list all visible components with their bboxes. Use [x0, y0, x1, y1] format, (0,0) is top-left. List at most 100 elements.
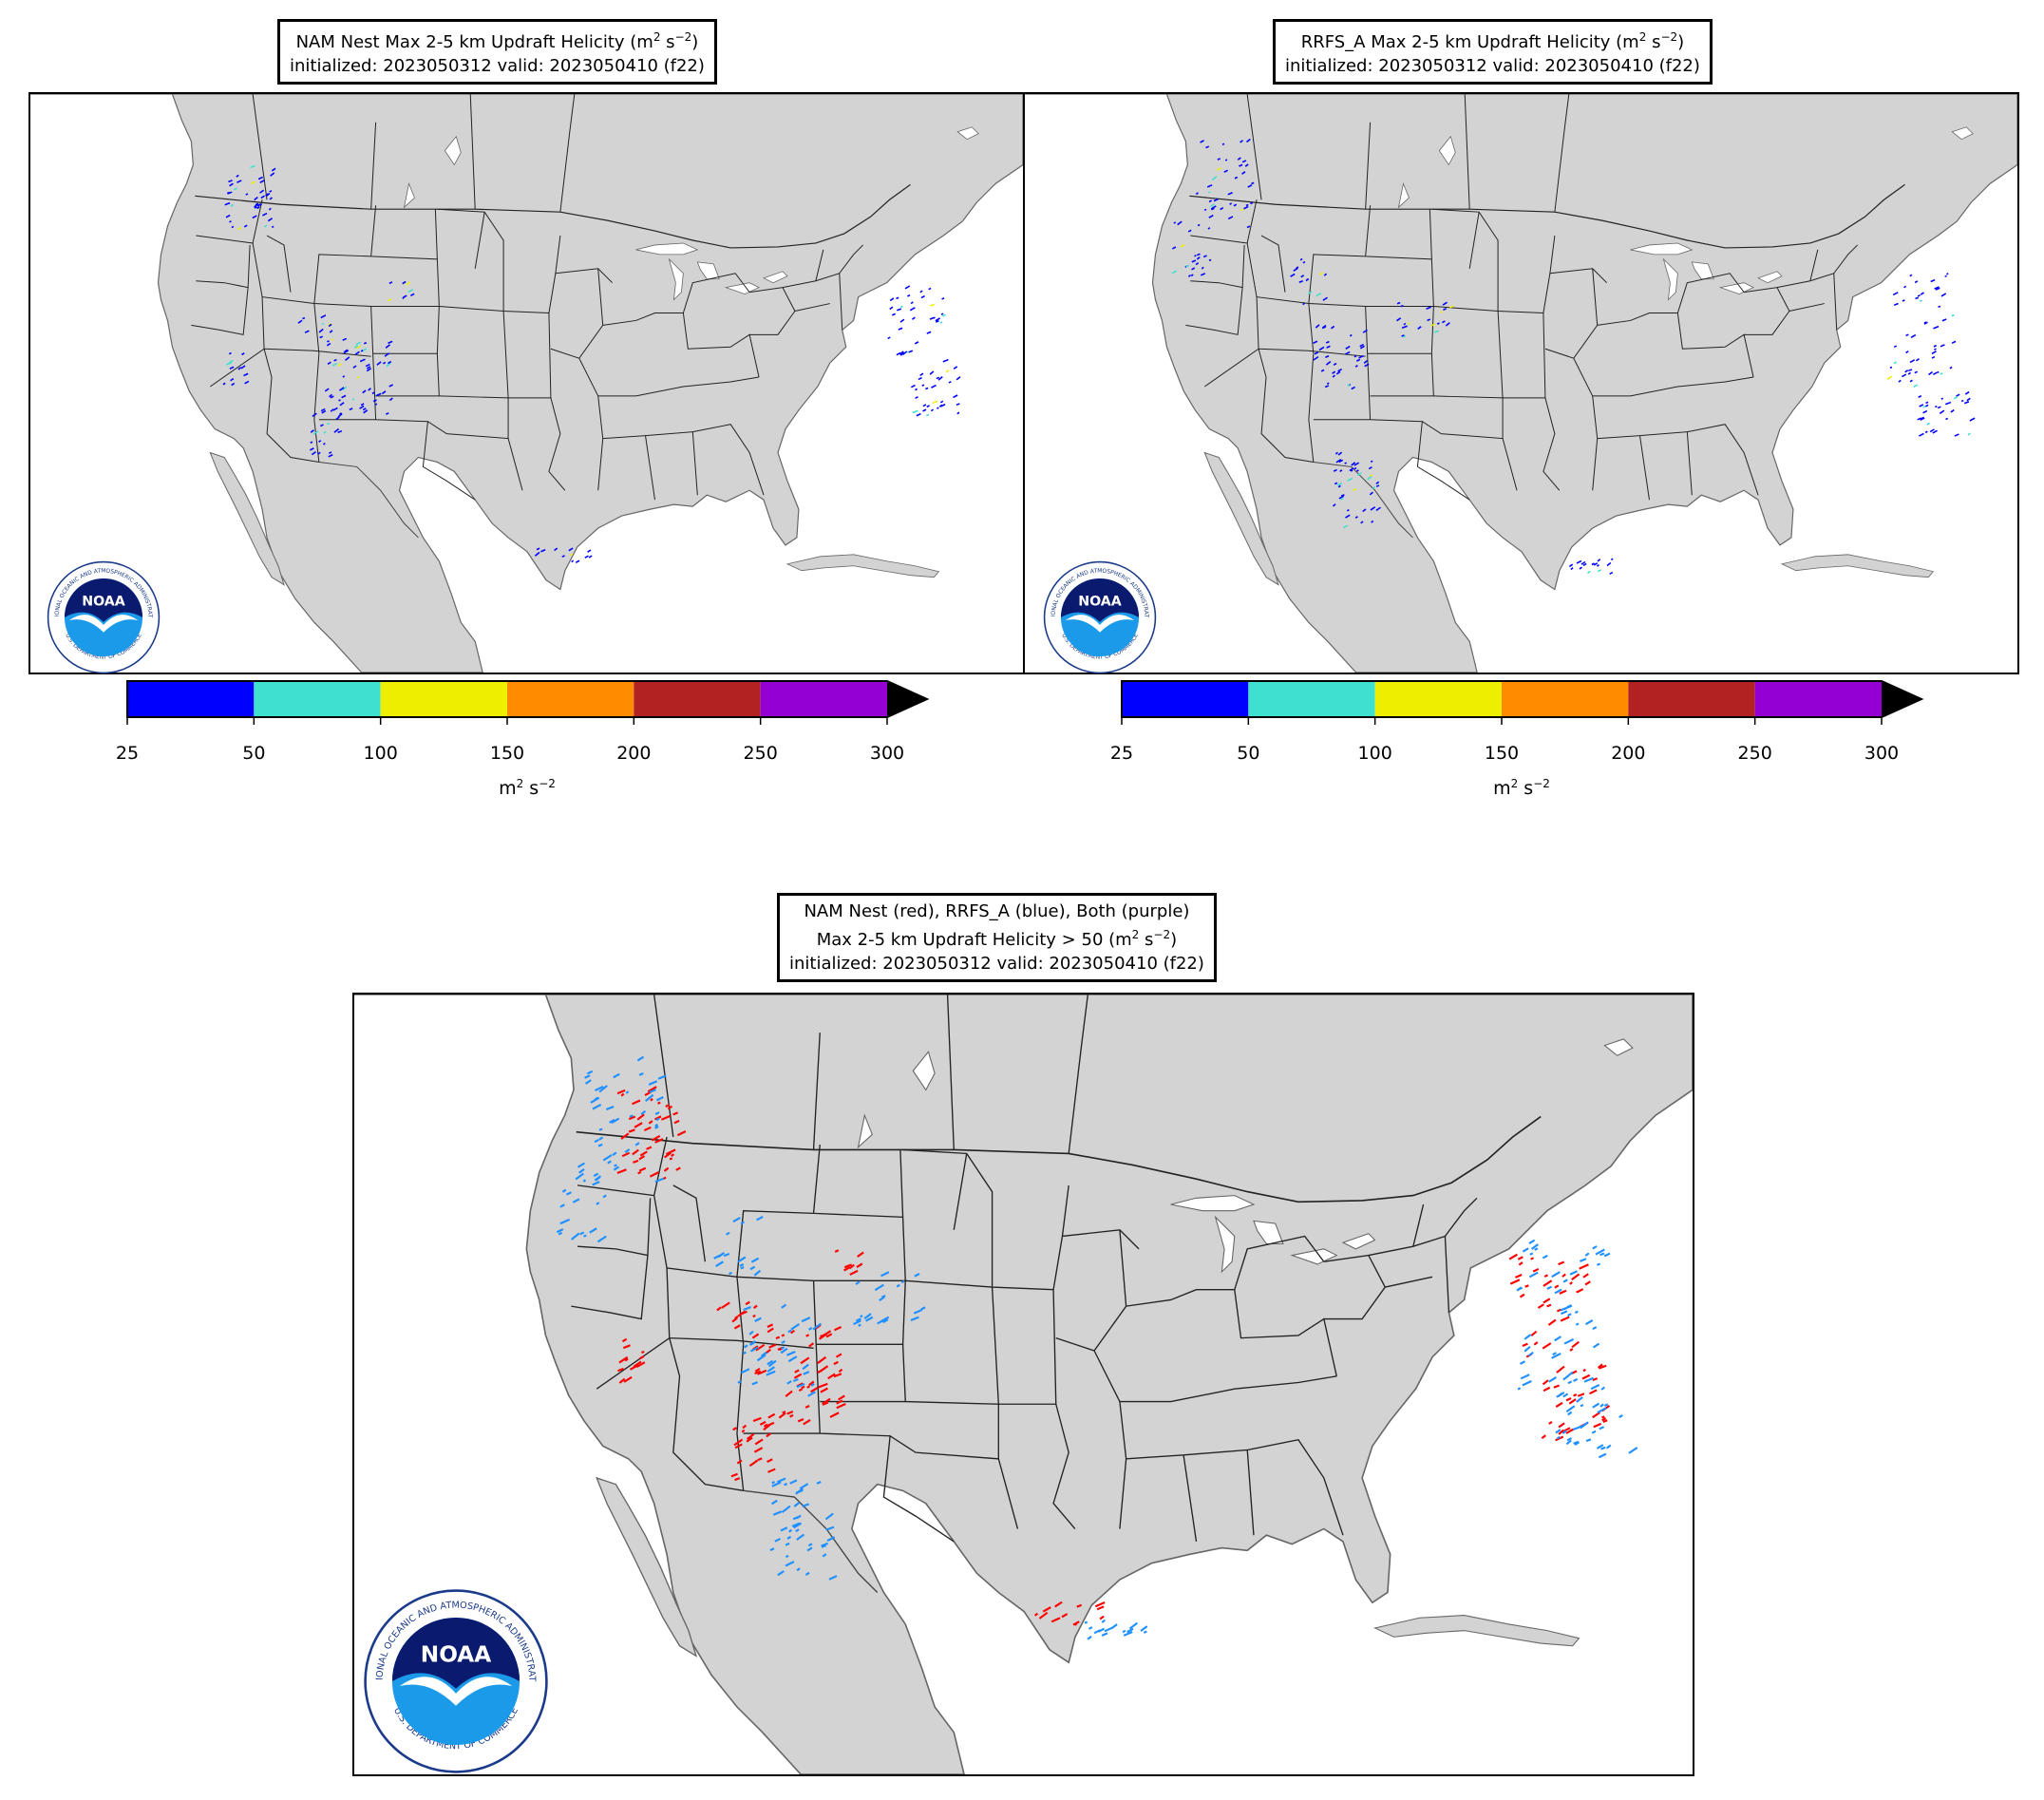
helicity-swath — [332, 407, 338, 411]
helicity-swath — [328, 323, 332, 328]
helicity-swath — [794, 1369, 800, 1374]
colorbar-tick-label: 200 — [616, 743, 652, 764]
state-borders — [1190, 199, 1258, 289]
state-borders — [1385, 1197, 1478, 1288]
helicity-swath — [640, 1109, 647, 1115]
helicity-swath — [265, 193, 270, 197]
helicity-swath — [1227, 216, 1234, 220]
helicity-swath — [1243, 205, 1249, 210]
helicity-swath — [1349, 467, 1354, 472]
helicity-swath — [1171, 270, 1177, 275]
state-borders — [1323, 1235, 1450, 1320]
helicity-swath — [1519, 1293, 1525, 1298]
baja-land — [596, 1476, 698, 1658]
helicity-swath — [259, 189, 265, 194]
combined-title-line2: Max 2-5 km Updraft Helicity > 50 (m — [816, 930, 1132, 950]
helicity-swath — [629, 1114, 634, 1118]
helicity-swath — [226, 362, 233, 366]
province-borders — [1246, 94, 1570, 213]
helicity-swath — [1932, 371, 1938, 375]
helicity-swath — [770, 1499, 778, 1506]
helicity-swath — [592, 1181, 600, 1186]
helicity-swath — [1964, 390, 1970, 395]
helicity-swath — [746, 1436, 753, 1443]
helicity-swath — [1371, 520, 1374, 523]
colorbar-tick-label: 150 — [489, 743, 525, 764]
helicity-swath — [1589, 1389, 1598, 1395]
helicity-swath — [1932, 429, 1938, 434]
helicity-swath — [741, 1429, 746, 1433]
helicity-swath — [941, 297, 945, 300]
helicity-swath — [1370, 474, 1373, 477]
helicity-swath — [1094, 1601, 1106, 1608]
helicity-swath — [1522, 1342, 1528, 1347]
helicity-swath — [1969, 417, 1976, 422]
helicity-swath — [318, 440, 322, 443]
helicity-swath — [1628, 1447, 1638, 1454]
helicity-swath — [734, 1443, 743, 1449]
helicity-swath — [740, 1221, 745, 1225]
helicity-swath — [874, 1283, 884, 1292]
helicity-swath — [582, 1179, 587, 1183]
helicity-swath — [1580, 1404, 1584, 1408]
helicity-swath — [353, 345, 359, 349]
helicity-swath — [785, 1542, 790, 1546]
helicity-swath — [270, 172, 275, 177]
helicity-swath — [231, 225, 235, 229]
helicity-swath — [312, 412, 317, 418]
helicity-swath — [1941, 318, 1947, 322]
helicity-swath — [1575, 1322, 1580, 1326]
helicity-swath — [1337, 484, 1341, 488]
helicity-swath — [1931, 355, 1936, 359]
helicity-swath — [795, 1488, 804, 1494]
helicity-swath — [1939, 409, 1945, 414]
helicity-swath — [1143, 1630, 1147, 1634]
helicity-swath — [1551, 1353, 1561, 1359]
helicity-swath — [1334, 482, 1338, 485]
helicity-swath — [575, 559, 580, 564]
helicity-swath — [1610, 558, 1614, 560]
lake — [1214, 1215, 1236, 1274]
rrfs-map-svg — [1025, 94, 2017, 673]
helicity-swath — [1206, 184, 1213, 188]
helicity-swath — [1347, 477, 1353, 482]
helicity-swath — [1362, 508, 1367, 513]
colorbar-tick-label: 100 — [1357, 743, 1392, 764]
helicity-swath — [733, 1438, 744, 1447]
helicity-swath — [726, 1231, 730, 1236]
helicity-swath — [1140, 1625, 1148, 1632]
helicity-swath — [1350, 469, 1353, 472]
helicity-swath — [1568, 1398, 1577, 1405]
helicity-swath — [939, 400, 944, 404]
helicity-swath — [1555, 1435, 1564, 1442]
helicity-swath — [635, 1361, 646, 1369]
helicity-swath — [816, 1481, 822, 1485]
helicity-swath — [342, 375, 346, 378]
helicity-swath — [1966, 397, 1971, 402]
helicity-swath — [1240, 208, 1244, 212]
helicity-swath — [838, 1394, 845, 1401]
helicity-swath — [1591, 1430, 1597, 1434]
helicity-swath — [661, 1114, 672, 1121]
helicity-swath — [1519, 1360, 1525, 1365]
helicity-swath — [229, 182, 234, 187]
helicity-swath — [1893, 302, 1899, 307]
helicity-swath — [388, 340, 393, 345]
helicity-swath — [1345, 351, 1351, 355]
helicity-swath — [750, 1341, 755, 1346]
us-mexico-border — [1313, 461, 1413, 539]
helicity-swath — [1556, 1365, 1565, 1374]
helicity-swath — [1217, 167, 1221, 171]
helicity-swath — [611, 1117, 620, 1125]
helicity-swath — [1582, 1273, 1589, 1279]
helicity-swath — [1299, 257, 1303, 261]
helicity-swath — [363, 409, 369, 414]
helicity-swath — [637, 1170, 642, 1175]
helicity-swath — [584, 1079, 592, 1085]
helicity-swath — [953, 366, 958, 369]
helicity-swath — [1322, 296, 1328, 301]
helicity-swath — [796, 1383, 805, 1389]
helicity-swath — [1886, 375, 1893, 380]
helicity-swath — [1347, 383, 1351, 387]
helicity-swath — [1302, 302, 1305, 306]
